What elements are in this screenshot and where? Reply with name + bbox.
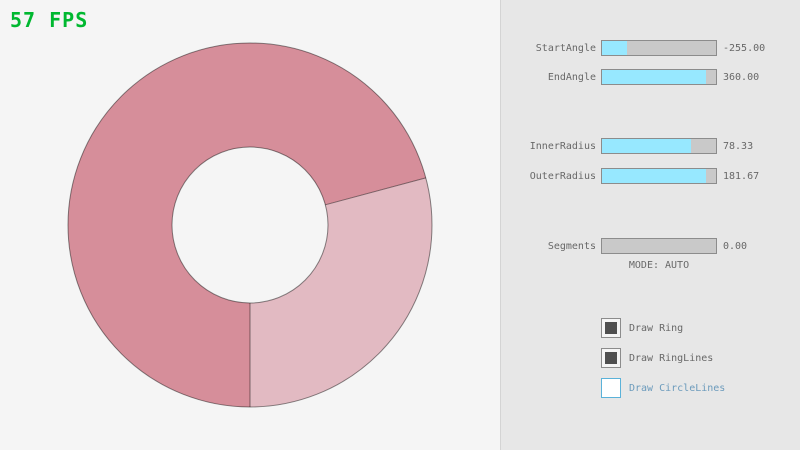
segments-value: 0.00 [723,240,748,252]
draw-ring-checkbox[interactable] [601,318,621,338]
draw-ringlines-row: Draw RingLines [601,348,713,368]
slider-fill [602,70,706,84]
end-angle-label: EndAngle [547,71,596,83]
control-panel: StartAngle -255.00 EndAngle 360.00 Inner… [500,0,800,450]
end-angle-slider[interactable] [601,69,717,85]
start-angle-label: StartAngle [535,42,596,54]
start-angle-value: -255.00 [723,42,766,54]
slider-fill [602,139,691,153]
ring-overlap-sector [68,43,426,408]
draw-circlelines-checkbox[interactable] [601,378,621,398]
draw-circlelines-label: Draw CircleLines [629,382,726,394]
segments-label: Segments [547,240,596,252]
inner-radius-row: InnerRadius 78.33 [501,138,800,154]
end-angle-value: 360.00 [723,71,760,83]
outer-radius-slider[interactable] [601,168,717,184]
ring-outline-lines [67,42,433,408]
draw-circlelines-row: Draw CircleLines [601,378,725,398]
outer-radius-row: OuterRadius 181.67 [501,168,800,184]
start-angle-row: StartAngle -255.00 [501,40,800,56]
fps-counter: 57 FPS [10,8,89,32]
draw-ringlines-label: Draw RingLines [629,352,714,364]
checkmark [605,352,617,364]
ring-graphic [67,42,433,408]
inner-radius-value: 78.33 [723,140,754,152]
inner-radius-slider[interactable] [601,138,717,154]
start-angle-slider[interactable] [601,40,717,56]
outer-radius-label: OuterRadius [529,170,596,182]
end-angle-row: EndAngle 360.00 [501,69,800,85]
slider-fill [602,41,628,55]
inner-radius-label: InnerRadius [529,140,596,152]
segments-mode-text: MODE: AUTO [628,260,690,271]
draw-ring-label: Draw Ring [629,322,684,334]
slider-fill [602,169,706,183]
segments-row: Segments 0.00 [501,238,800,254]
drawing-scene: 57 FPS [10,8,433,408]
draw-ringlines-checkbox[interactable] [601,348,621,368]
outer-radius-value: 181.67 [723,170,760,182]
checkmark [605,322,617,334]
draw-ring-row: Draw Ring [601,318,683,338]
segments-slider[interactable] [601,238,717,254]
ring-single-sector [250,177,433,407]
